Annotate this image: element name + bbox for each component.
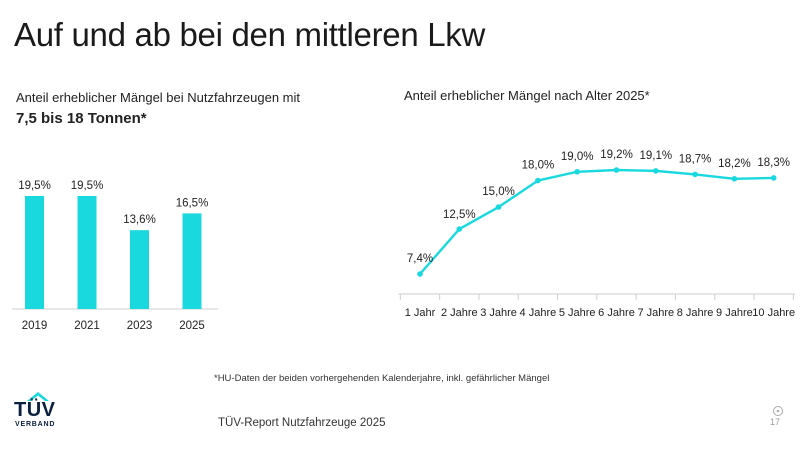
bar-2025	[182, 213, 202, 309]
line-category-label: 9 Jahre	[716, 307, 753, 319]
line-value-label: 19,0%	[561, 151, 594, 163]
bar-chart-title: Anteil erheblicher Mängel bei Nutzfahrze…	[16, 90, 300, 105]
line-point	[495, 204, 502, 210]
bar-category-label: 2019	[22, 320, 48, 332]
line-point	[770, 175, 777, 181]
line-category-label: 5 Jahre	[559, 307, 596, 319]
bar-category-label: 2021	[74, 320, 100, 332]
footnote: *HU-Daten der beiden vorhergehenden Kale…	[214, 373, 550, 384]
line-value-label: 18,0%	[522, 160, 555, 172]
logo-text: TÜV	[14, 399, 56, 421]
line-value-label: 12,5%	[443, 209, 476, 221]
page-number: 17	[770, 417, 781, 427]
line-value-label: 18,3%	[757, 157, 790, 169]
line-category-label: 2 Jahre	[441, 307, 478, 319]
bar-2023	[130, 230, 149, 309]
line-point	[417, 271, 423, 277]
line-category-label: 1 Jahr	[405, 307, 436, 319]
bar-value-label: 13,6%	[123, 214, 156, 226]
source-note: TÜV-Report Nutzfahrzeuge 2025	[218, 417, 386, 429]
line-category-label: 10 Jahre	[752, 307, 795, 319]
line-value-label: 18,7%	[679, 153, 712, 165]
line-point	[574, 168, 580, 175]
bar-2021	[77, 196, 97, 309]
bar-2019	[25, 196, 44, 309]
bar-chart-subtitle: 7,5 bis 18 Tonnen*	[16, 110, 147, 127]
logo-subtext: VERBAND	[15, 421, 56, 428]
line-chart-title: Anteil erheblicher Mängel nach Alter 202…	[404, 88, 650, 103]
navigation-icon[interactable]	[772, 405, 784, 417]
bar-category-label: 2023	[127, 320, 153, 332]
line-series	[419, 168, 774, 275]
roof-icon	[27, 392, 49, 401]
line-category-label: 8 Jahre	[677, 307, 714, 319]
line-point	[692, 171, 698, 178]
line-point	[731, 176, 738, 182]
bar-value-label: 19,5%	[71, 180, 104, 192]
line-category-label: 6 Jahre	[598, 307, 635, 319]
line-category-label: 3 Jahre	[480, 307, 517, 319]
page-title: Auf und ab bei den mittleren Lkw	[14, 16, 486, 53]
line-category-label: 4 Jahre	[520, 307, 557, 319]
line-value-label: 7,4%	[407, 253, 433, 265]
bar-value-label: 16,5%	[176, 197, 209, 209]
bar-category-label: 2025	[179, 320, 205, 332]
bar-value-label: 19,5%	[18, 180, 51, 192]
line-value-label: 19,2%	[600, 149, 633, 161]
tuev-logo: TÜV VERBAND	[14, 392, 64, 432]
line-point	[653, 168, 659, 174]
line-category-label: 7 Jahre	[637, 307, 674, 319]
line-point	[456, 226, 463, 232]
line-point	[535, 177, 541, 184]
line-point	[613, 167, 620, 173]
line-value-label: 15,0%	[482, 186, 515, 198]
line-value-label: 18,2%	[718, 158, 751, 170]
line-value-label: 19,1%	[639, 150, 672, 162]
